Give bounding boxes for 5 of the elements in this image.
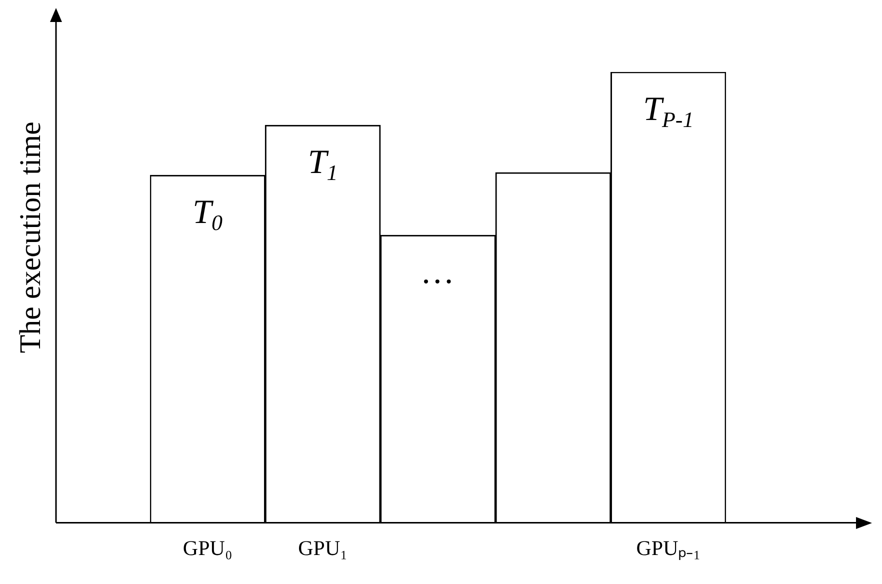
y-axis-title: The execution time [14, 122, 47, 354]
x-tick-label: GPU₀ [182, 536, 232, 560]
annotation: … [422, 254, 454, 292]
x-tick-label: GPUₚ₋₁ [636, 536, 701, 561]
x-tick-label: GPU₁ [298, 536, 348, 560]
